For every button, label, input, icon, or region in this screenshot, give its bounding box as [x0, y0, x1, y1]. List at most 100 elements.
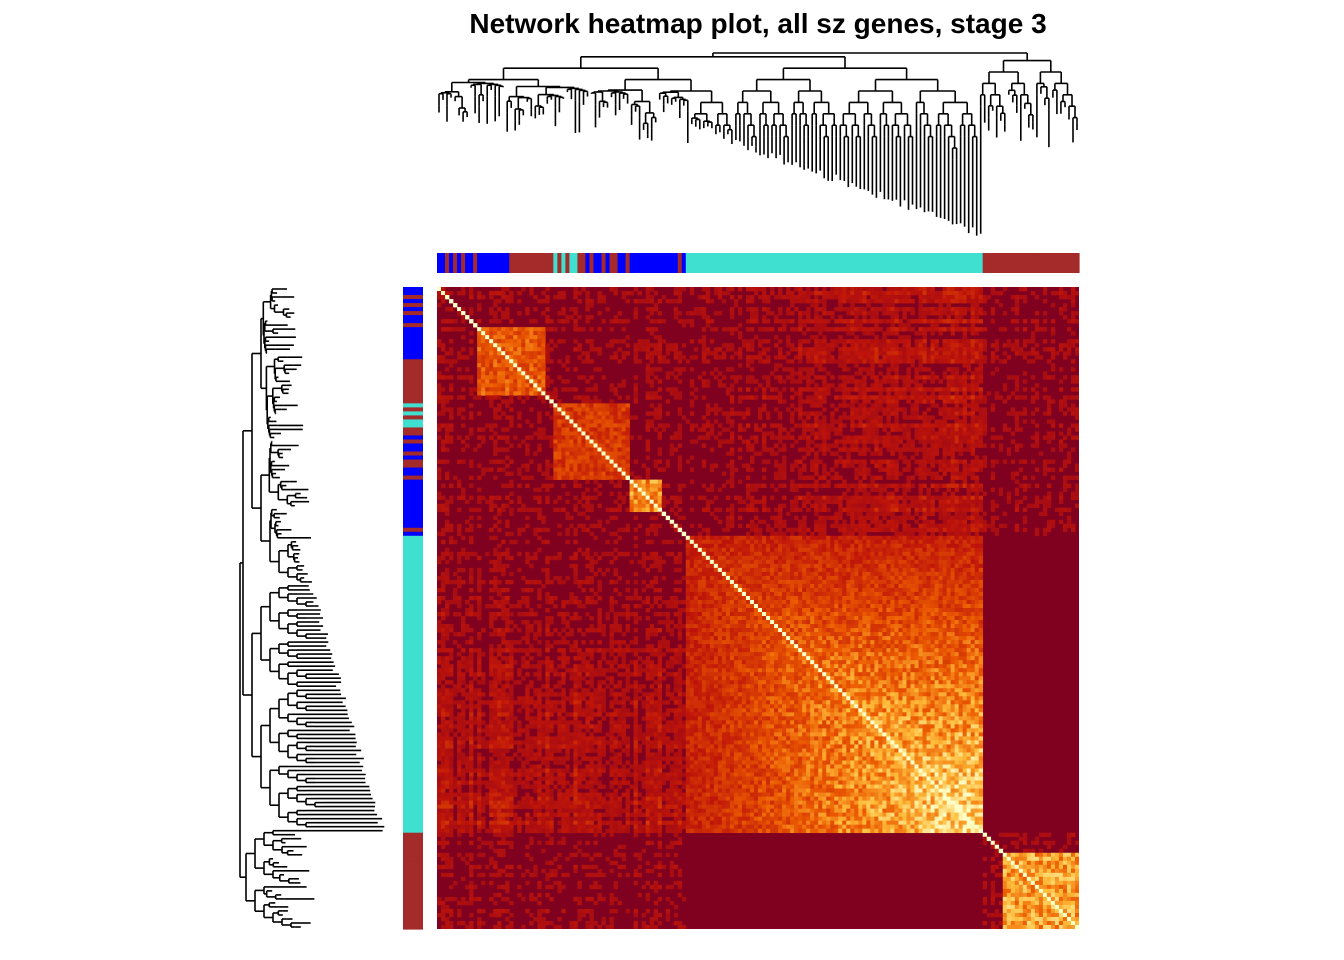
- heatmap-cell: [1046, 395, 1052, 400]
- heatmap-cell: [525, 391, 530, 396]
- heatmap-cell: [529, 339, 534, 344]
- heatmap-cell: [874, 423, 879, 428]
- heatmap-cell: [874, 315, 879, 320]
- heatmap-cell: [497, 435, 502, 440]
- heatmap-cell: [890, 451, 895, 456]
- heatmap-cell: [649, 379, 655, 384]
- heatmap-cell: [517, 383, 522, 388]
- heatmap-cell: [657, 387, 663, 392]
- module-color-cell: [854, 253, 859, 273]
- heatmap-cell: [441, 355, 446, 360]
- heatmap-cell: [862, 447, 867, 452]
- heatmap-cell: [818, 315, 823, 320]
- heatmap-cell: [810, 355, 815, 360]
- heatmap-cell: [822, 299, 827, 304]
- heatmap-cell: [505, 343, 510, 348]
- heatmap-cell: [878, 435, 883, 440]
- heatmap-cell: [814, 451, 819, 456]
- heatmap-cell: [974, 395, 980, 400]
- heatmap-cell: [774, 315, 779, 320]
- heatmap-cell: [741, 439, 747, 444]
- heatmap-cell: [834, 395, 839, 400]
- heatmap-cell: [866, 359, 871, 364]
- module-color-cell: [445, 253, 450, 273]
- heatmap-cell: [561, 407, 566, 412]
- module-color-cell: [403, 543, 423, 549]
- heatmap-cell: [962, 335, 967, 340]
- heatmap-cell: [846, 311, 851, 316]
- heatmap-cell: [938, 427, 943, 432]
- heatmap-cell: [1042, 371, 1048, 376]
- heatmap-cell: [766, 379, 771, 384]
- heatmap-cell: [990, 371, 996, 376]
- heatmap-cell: [874, 343, 879, 348]
- heatmap-cell: [894, 331, 899, 336]
- heatmap-cell: [998, 395, 1004, 400]
- heatmap-cell: [537, 391, 542, 396]
- heatmap-cell: [489, 371, 494, 376]
- heatmap-cell: [581, 419, 586, 424]
- heatmap-cell: [533, 383, 538, 388]
- heatmap-cell: [1030, 419, 1036, 424]
- heatmap-cell: [585, 423, 590, 428]
- heatmap-cell: [842, 423, 847, 428]
- heatmap-cell: [846, 339, 851, 344]
- heatmap-cell: [786, 291, 791, 296]
- heatmap-cell: [481, 391, 486, 396]
- heatmap-cell: [938, 419, 943, 424]
- heatmap-cell: [894, 343, 899, 348]
- heatmap-cell: [613, 403, 618, 408]
- heatmap-cell: [501, 311, 506, 316]
- heatmap-cell: [501, 331, 506, 336]
- heatmap-cell: [798, 411, 803, 416]
- module-color-cell: [403, 624, 423, 629]
- heatmap-cell: [729, 347, 735, 352]
- heatmap-cell: [762, 339, 767, 344]
- module-color-cell: [403, 684, 423, 689]
- heatmap-cell: [461, 415, 466, 420]
- heatmap-cell: [737, 355, 743, 360]
- heatmap-cell: [501, 427, 506, 432]
- heatmap-cell: [894, 359, 899, 364]
- heatmap-cell: [894, 295, 899, 300]
- heatmap-cell: [814, 363, 819, 368]
- heatmap-cell: [557, 419, 562, 424]
- heatmap-cell: [838, 287, 843, 292]
- heatmap-cell: [497, 391, 502, 396]
- heatmap-cell: [842, 343, 847, 348]
- heatmap-cell: [593, 443, 598, 448]
- heatmap-cell: [834, 287, 839, 292]
- heatmap-cell: [745, 319, 751, 324]
- heatmap-cell: [713, 311, 719, 316]
- heatmap-cell: [1034, 351, 1040, 356]
- heatmap-cell: [814, 443, 819, 448]
- heatmap-cell: [569, 419, 574, 424]
- module-color-cell: [403, 451, 423, 457]
- heatmap-cell: [441, 459, 446, 464]
- heatmap-cell: [729, 395, 735, 400]
- module-color-cell: [866, 253, 871, 273]
- heatmap-cell: [862, 407, 867, 412]
- heatmap-cell: [549, 395, 554, 400]
- heatmap-cell: [890, 379, 895, 384]
- heatmap-cell: [633, 355, 638, 360]
- heatmap-cell: [441, 291, 446, 296]
- module-color-cell: [477, 253, 482, 273]
- heatmap-cell: [653, 351, 659, 356]
- heatmap-cell: [721, 427, 727, 432]
- heatmap-cell: [481, 375, 486, 380]
- heatmap-cell: [874, 355, 879, 360]
- heatmap-cell: [866, 311, 871, 316]
- heatmap-cell: [854, 311, 859, 316]
- heatmap-cell: [1070, 411, 1076, 416]
- heatmap-cell: [437, 399, 442, 404]
- module-color-cell: [485, 253, 490, 273]
- heatmap-cell: [822, 287, 827, 292]
- heatmap-cell: [701, 315, 707, 320]
- heatmap-cell: [669, 451, 675, 456]
- heatmap-cell: [970, 439, 976, 444]
- heatmap-cell: [505, 387, 510, 392]
- heatmap-cell: [557, 407, 562, 412]
- heatmap-cell: [854, 347, 859, 352]
- heatmap-cell: [705, 403, 711, 408]
